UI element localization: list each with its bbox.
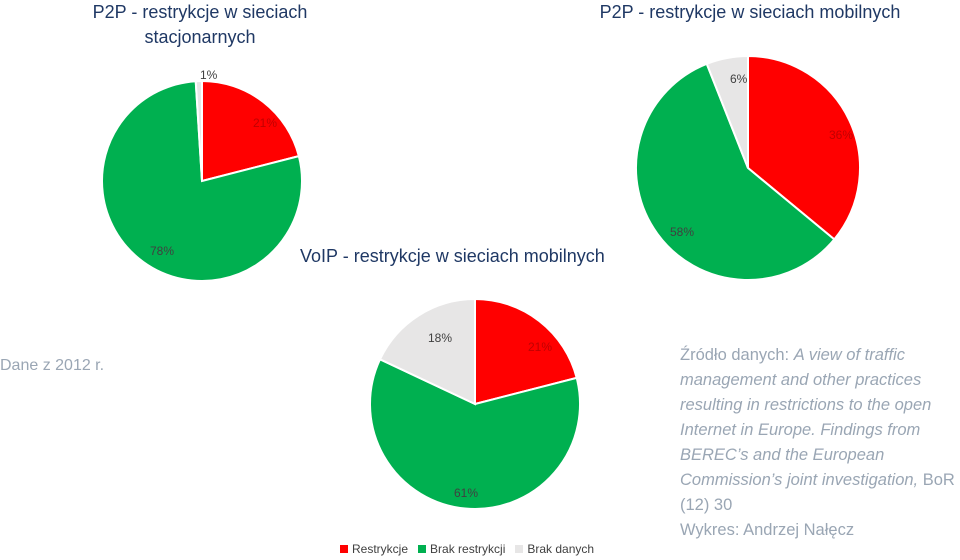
pie-data-label: 58% xyxy=(670,225,695,239)
legend-swatch xyxy=(418,545,427,553)
pie-data-label: 21% xyxy=(253,116,278,130)
pie-slice-restrykcje xyxy=(474,297,578,406)
pie-slice-brak-restrykcji xyxy=(635,62,836,281)
legend-label: Brak danych xyxy=(527,542,595,556)
source-title: A view of traffic management and other p… xyxy=(680,346,932,489)
legend-swatch xyxy=(340,545,348,553)
legend-label: Brak restrykcji xyxy=(430,542,506,556)
legend-item-restrykcje: Restrykcje xyxy=(340,542,408,556)
pie-slice-restrykcje xyxy=(201,79,301,183)
pie-data-label: 36% xyxy=(829,128,854,142)
pie-data-label: 18% xyxy=(428,331,453,345)
chart-title-p2p-fixed: P2P - restrykcje w sieciach stacjonarnyc… xyxy=(92,2,308,47)
pie-slice-restrykcje xyxy=(747,54,861,241)
pie-data-label: 1% xyxy=(200,68,218,82)
pie-slice-brak-danych xyxy=(705,54,749,169)
legend: Restrykcje Brak restrykcji Brak danych xyxy=(340,542,594,556)
data-year-note: Dane z 2012 r. xyxy=(0,357,105,374)
source-prefix: Źródło danych: xyxy=(680,346,794,364)
source-note: Źródło danych: A view of traffic managem… xyxy=(680,343,960,543)
pie-slice-brak-restrykcji xyxy=(369,357,581,510)
legend-swatch xyxy=(515,545,524,553)
legend-label: Restrykcje xyxy=(352,542,409,556)
pie-slice-brak-restrykcji xyxy=(101,80,303,282)
chart-title-voip-mobile: VoIP - restrykcje w sieciach mobilnych xyxy=(300,246,605,266)
legend-item-brak-restrykcji: Brak restrykcji xyxy=(418,542,505,556)
pie-slice-brak-danych xyxy=(378,297,476,406)
legend-item-brak-danych: Brak danych xyxy=(515,542,594,556)
pie-data-label: 78% xyxy=(150,244,175,258)
chart-author: Wykres: Andrzej Nałęcz xyxy=(680,521,855,539)
pie-data-label: 6% xyxy=(730,72,748,86)
chart-title-p2p-mobile: P2P - restrykcje w sieciach mobilnych xyxy=(599,2,901,22)
pie-data-label: 21% xyxy=(528,340,553,354)
pie-data-label: 61% xyxy=(454,486,479,500)
source-ref: BoR (12) 30 xyxy=(680,471,955,514)
pie-slice-brak-danych xyxy=(194,79,203,182)
